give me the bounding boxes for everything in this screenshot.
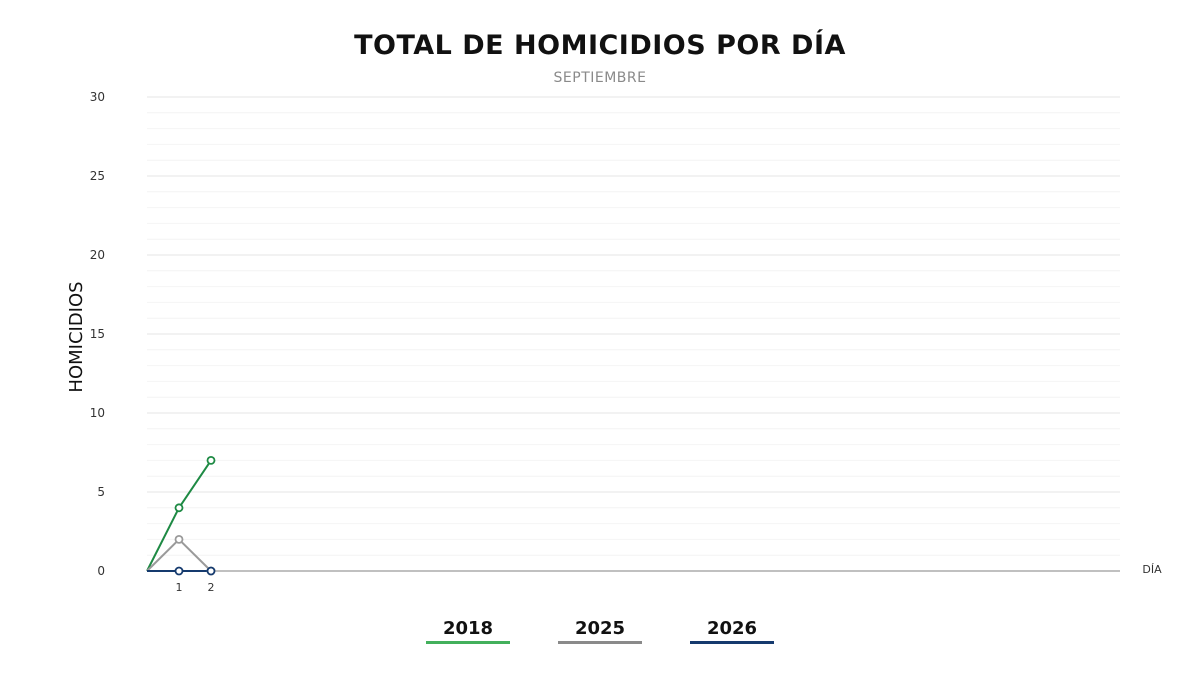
x-tick-label: 2: [208, 581, 215, 594]
x-axis-label: DÍA: [1142, 563, 1162, 576]
legend-swatch: [426, 641, 510, 644]
legend-label: 2018: [442, 618, 494, 639]
x-tick-label: 1: [176, 581, 183, 594]
data-point-2026: [174, 566, 184, 576]
y-axis-label: HOMICIDIOS: [66, 281, 87, 392]
data-point-2018: [206, 455, 216, 465]
data-point-2018: [174, 503, 184, 513]
data-point-2026: [206, 566, 216, 576]
y-tick-label: 5: [97, 485, 105, 499]
legend-item-2025[interactable]: 2025: [558, 618, 642, 644]
data-point-2025: [174, 535, 184, 544]
legend-swatch: [690, 641, 774, 644]
chart-legend: 2018 2025 2026: [0, 618, 1200, 658]
y-tick-label: 25: [90, 169, 105, 183]
legend-label: 2026: [706, 618, 758, 639]
y-tick-label: 30: [90, 90, 105, 104]
y-tick-label: 10: [90, 406, 105, 420]
y-tick-label: 0: [97, 564, 105, 578]
legend-item-2018[interactable]: 2018: [426, 618, 510, 644]
legend-swatch: [558, 641, 642, 644]
chart-title: TOTAL DE HOMICIDIOS POR DÍA: [354, 30, 846, 61]
legend-label: 2025: [574, 618, 626, 639]
y-tick-label: 15: [90, 327, 105, 341]
series-line-2018: [146, 459, 212, 572]
chart-subtitle: SEPTIEMBRE: [553, 70, 647, 86]
y-tick-label: 20: [90, 248, 105, 262]
legend-item-2026[interactable]: 2026: [690, 618, 774, 644]
